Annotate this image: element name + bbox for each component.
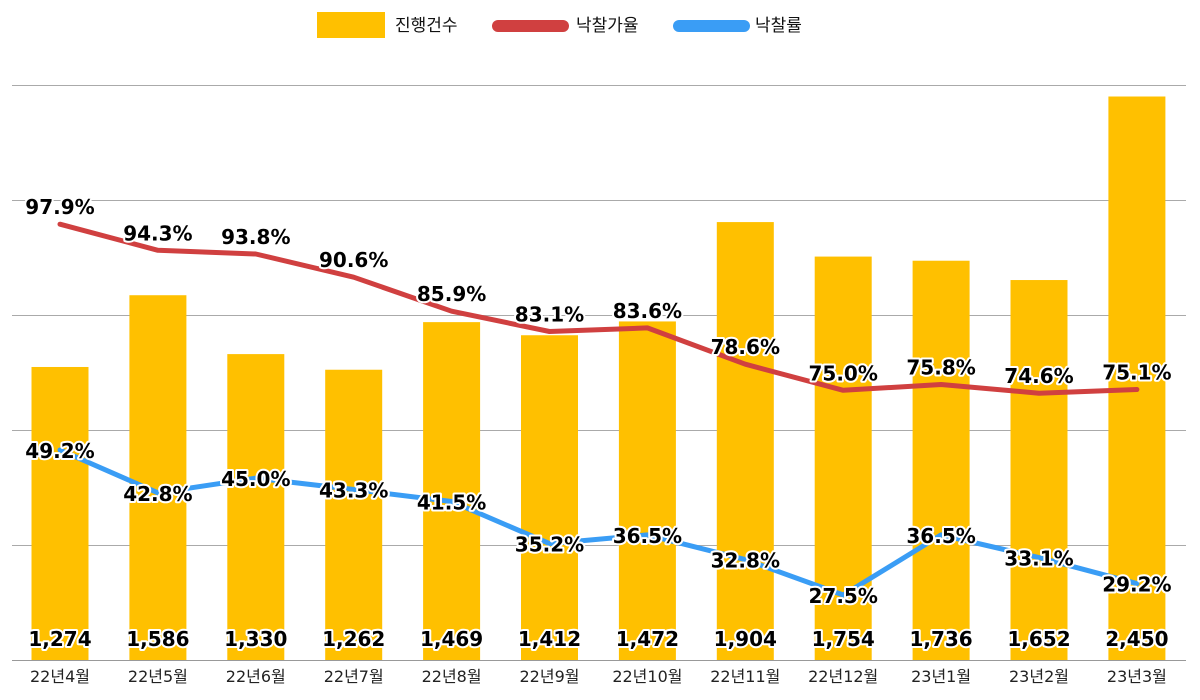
line-value-label: 85.9% — [417, 282, 486, 306]
line-낙찰률 — [57, 447, 1140, 598]
line-value-label: 78.6% — [711, 335, 780, 359]
bar-23년1월 — [912, 260, 970, 660]
line-value-label: 90.6% — [319, 248, 388, 272]
legend: 진행건수 낙찰가율 낙찰률 — [317, 12, 802, 38]
x-tick-label: 22년5월 — [128, 667, 188, 686]
bars — [31, 96, 1166, 660]
bar-value-label: 1,472 — [616, 627, 679, 651]
gridlines — [12, 85, 1186, 661]
line-value-label: 94.3% — [123, 221, 192, 245]
legend-label: 낙찰가율 — [576, 16, 639, 36]
x-tick-label: 22년10월 — [612, 667, 682, 686]
x-tick-label: 23년1월 — [911, 667, 971, 686]
line-value-label: 36.5% — [906, 524, 975, 548]
bar-value-label: 1,412 — [518, 627, 581, 651]
bar-value-label: 1,736 — [909, 627, 972, 651]
legend-label: 진행건수 — [395, 16, 458, 36]
bar-value-label: 1,469 — [420, 627, 483, 651]
line-value-label: 29.2% — [1102, 573, 1171, 597]
line-value-label: 33.1% — [1004, 547, 1073, 571]
bar-22년5월 — [129, 295, 187, 660]
x-tick-label: 22년4월 — [30, 667, 90, 686]
legend-swatch-bar — [317, 12, 385, 38]
line-value-label: 42.8% — [123, 482, 192, 506]
x-tick-label: 22년12월 — [808, 667, 878, 686]
legend-swatch-line — [673, 20, 750, 32]
line-value-label: 75.8% — [906, 355, 975, 379]
x-tick-label: 23년3월 — [1107, 667, 1167, 686]
line-value-label: 35.2% — [515, 533, 584, 557]
bar-22년6월 — [227, 354, 285, 660]
bar-22년8월 — [423, 322, 481, 660]
line-value-label: 49.2% — [25, 439, 94, 463]
x-tick-label: 22년6월 — [226, 667, 286, 686]
line-value-label: 83.1% — [515, 303, 584, 327]
bar-value-label: 1,754 — [812, 627, 875, 651]
bar-value-label: 1,274 — [28, 627, 91, 651]
bar-value-label: 2,450 — [1105, 627, 1168, 651]
x-tick-label: 22년8월 — [422, 667, 482, 686]
line-value-label: 75.0% — [809, 361, 878, 385]
x-tick-label: 22년7월 — [324, 667, 384, 686]
x-tick-label: 22년9월 — [520, 667, 580, 686]
x-axis-ticks: 22년4월 22년5월 22년6월 22년7월 22년8월 22년9월 22년10월 22년1… — [30, 667, 1167, 686]
bar-23년2월 — [1010, 280, 1068, 660]
line-value-label: 75.1% — [1102, 361, 1171, 385]
line-value-label: 32.8% — [711, 549, 780, 573]
legend-label: 낙찰률 — [755, 16, 802, 36]
x-tick-label: 23년2월 — [1009, 667, 1069, 686]
data-labels: 1,274 1,586 1,330 1,262 1,469 1,412 1,472 1,904… — [23, 193, 1173, 653]
bar-value-label: 1,904 — [714, 627, 777, 651]
line-value-label: 41.5% — [417, 490, 486, 514]
bar-22년7월 — [325, 369, 383, 660]
bar-22년11월 — [716, 222, 774, 660]
bar-22년4월 — [31, 366, 89, 660]
bar-value-label: 1,586 — [126, 627, 189, 651]
bar-22년9월 — [521, 335, 578, 660]
bar-value-label: 1,652 — [1007, 627, 1070, 651]
legend-swatch-line — [492, 20, 569, 32]
bar-value-label: 1,262 — [322, 627, 385, 651]
line-value-label: 83.6% — [613, 299, 682, 323]
line-value-label: 45.0% — [221, 467, 290, 491]
line-value-label: 97.9% — [25, 195, 94, 219]
line-낙찰가율 — [57, 221, 1140, 396]
bar-value-label: 1,330 — [224, 627, 287, 651]
line-value-label: 36.5% — [613, 524, 682, 548]
lines — [57, 221, 1140, 598]
line-value-label: 74.6% — [1004, 364, 1073, 388]
line-value-label: 43.3% — [319, 478, 388, 502]
bar-23년3월 — [1108, 96, 1166, 660]
line-value-label: 27.5% — [809, 584, 878, 608]
line-value-label: 93.8% — [221, 225, 290, 249]
x-tick-label: 22년11월 — [710, 667, 780, 686]
bar-22년10월 — [618, 321, 676, 660]
